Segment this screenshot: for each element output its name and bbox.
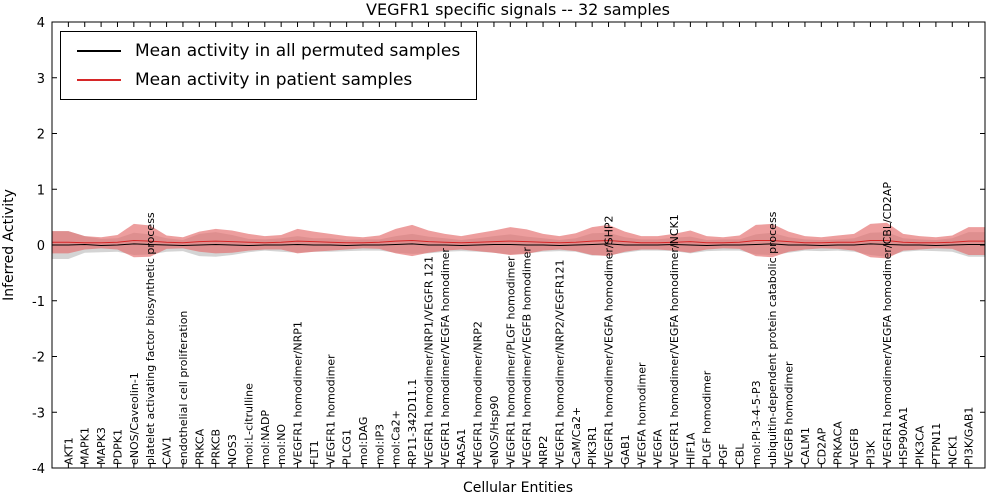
y-tick-label: 4	[37, 16, 45, 31]
y-tick-label: -2	[32, 351, 45, 366]
x-tick-label: eNOS/Caveolin-1	[128, 372, 141, 465]
x-tick-label: HSP90AA1	[897, 407, 910, 465]
x-tick-label: VEGFA homodimer	[635, 362, 648, 465]
x-tick-label: CALM1	[799, 427, 812, 465]
chart-layers	[52, 222, 985, 259]
x-tick-label: VEGFB	[848, 428, 861, 465]
x-tick-label: mol:DAG	[357, 417, 370, 465]
x-tick-label: RASA1	[455, 429, 468, 465]
legend: Mean activity in all permuted samples Me…	[60, 31, 478, 100]
x-tick-label: VEGFR1 homodimer/PLGF homodimer	[504, 256, 517, 465]
legend-item-permuted: Mean activity in all permuted samples	[77, 41, 460, 61]
x-tick-label: NOS3	[226, 434, 239, 465]
y-tick-label: 3	[37, 72, 45, 87]
x-tick-label: PTPN11	[930, 423, 943, 465]
x-tick-label: PIK3CA	[914, 425, 927, 465]
x-tick-label: MAPK1	[79, 427, 92, 465]
x-tick-label: mol:IP3	[373, 424, 386, 465]
legend-item-patient: Mean activity in patient samples	[77, 70, 460, 90]
x-tick-label: CaM/Ca2+	[570, 407, 583, 465]
legend-line-patient	[77, 79, 121, 81]
x-tick-label: VEGFR1 homodimer/NRP1	[292, 321, 305, 465]
x-tick-label: PIK3R1	[586, 426, 599, 465]
chart-title: VEGFR1 specific signals -- 32 samples	[366, 0, 670, 19]
patient-mean-line	[52, 240, 985, 244]
x-tick-label: CAV1	[161, 436, 174, 465]
x-tick-label: mol:L-citrulline	[242, 383, 255, 465]
x-tick-label: VEGFR1 homodimer/NRP2/VEGFR121	[553, 259, 566, 465]
x-tick-label: VEGFR1 homodimer/VEGFB homodimer	[521, 247, 534, 465]
permuted-mean-line	[52, 243, 985, 247]
y-tick-label: -1	[32, 295, 45, 310]
x-tick-label: FLT1	[308, 440, 321, 465]
x-tick-label: VEGFR1 homodimer/VEGFA homodimer	[439, 248, 452, 465]
legend-label-patient: Mean activity in patient samples	[135, 70, 413, 90]
x-tick-label: mol:NADP	[259, 410, 272, 465]
x-tick-label: VEGFR1 homodimer/VEGFA homodimer/NCK1	[668, 214, 681, 465]
x-tick-label: mol:NO	[275, 424, 288, 465]
x-axis-label: Cellular Entities	[463, 480, 573, 496]
x-tick-label: mol:Ca2+	[390, 410, 403, 465]
x-tick-label: mol:PI-3-4-5-P3	[750, 380, 763, 465]
axis-tick-labels: AKT1 MAPK1 MAPK3 PDPK1 eNOS/Caveolin-1 platel…	[32, 16, 976, 477]
x-tick-label: eNOS/Hsp90	[488, 396, 501, 465]
x-tick-label: CD2AP	[815, 427, 828, 465]
y-tick-label: 1	[37, 183, 45, 198]
legend-label-permuted: Mean activity in all permuted samples	[135, 41, 461, 61]
x-tick-label: VEGFB homodimer	[783, 361, 796, 465]
x-tick-label: HIF1A	[684, 432, 697, 465]
x-tick-label: VEGFR1 homodimer/NRP2	[472, 321, 485, 465]
y-tick-label: 0	[37, 239, 45, 254]
y-axis-label: Inferred Activity	[1, 189, 17, 301]
x-tick-label: PGF	[717, 444, 730, 465]
x-tick-label: PDPK1	[111, 429, 124, 465]
x-tick-label: PRKCB	[210, 429, 223, 465]
x-tick-label: endothelial cell proliferation	[177, 311, 190, 465]
x-tick-label: GAB1	[619, 434, 632, 465]
x-tick-label: PI3K/GAB1	[963, 407, 976, 465]
y-tick-label: -3	[32, 406, 45, 421]
patient-band	[52, 222, 985, 259]
x-tick-label: NCK1	[946, 435, 959, 465]
x-tick-label: PRKACA	[832, 421, 845, 465]
x-tick-label: NRP2	[537, 435, 550, 465]
x-tick-label: PRKCA	[193, 428, 206, 465]
x-tick-label: MAPK3	[95, 427, 108, 465]
x-tick-label: VEGFR1 homodimer/VEGFA homodimer/SHP2	[603, 216, 616, 465]
legend-line-permuted	[77, 50, 121, 52]
x-tick-label: RP11-342D11.1	[406, 379, 419, 465]
x-tick-label: VEGFA	[652, 429, 665, 465]
x-tick-label: PI3K	[864, 440, 877, 465]
x-tick-label: ubiquitin-dependent protein catabolic pr…	[766, 211, 779, 465]
x-tick-label: AKT1	[62, 437, 75, 465]
x-tick-label: VEGFR1 homodimer/VEGFA homodimer/CBL/CD2…	[881, 182, 894, 465]
x-tick-label: PLGF homodimer	[701, 370, 714, 465]
x-tick-label: CBL	[733, 443, 746, 465]
x-tick-label: VEGFR1 homodimer	[324, 354, 337, 465]
y-tick-label: 2	[37, 128, 45, 143]
y-tick-label: -4	[32, 462, 45, 477]
x-tick-label: platelet activating factor biosynthetic …	[144, 212, 157, 465]
x-tick-label: PLCG1	[341, 429, 354, 465]
x-tick-label: VEGFR1 homodimer/NRP1/VEGFR 121	[422, 256, 435, 465]
axis-ticks	[52, 21, 985, 469]
